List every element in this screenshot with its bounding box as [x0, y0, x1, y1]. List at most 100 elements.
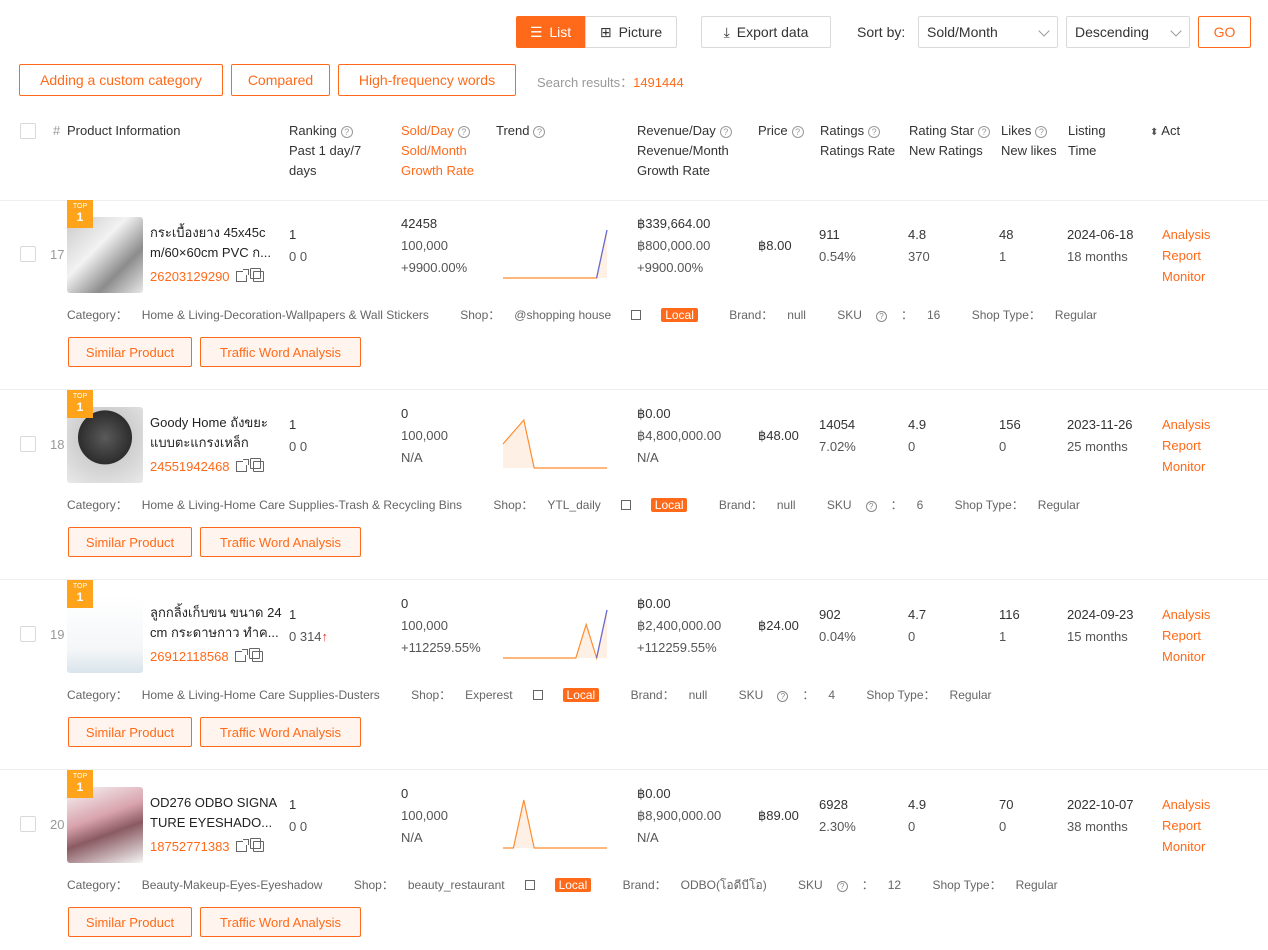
product-row: 19 TOP 1 ลูกกลิ้งเก็บขน ขนาด 24 cm กระดา…	[0, 580, 1268, 770]
sku-label: SKU	[738, 688, 764, 702]
external-link-icon[interactable]	[620, 500, 631, 510]
product-name[interactable]: Goody Home ถังขยะแบบตะแกรงเหล็ก ไม่มี...	[150, 415, 268, 450]
revenue-header[interactable]: Revenue/Day? Revenue/Month Growth Rate	[637, 121, 732, 181]
compared-button[interactable]: Compared	[231, 64, 330, 96]
price-cell: ฿8.00	[758, 238, 792, 253]
analysis-link[interactable]: Analysis	[1162, 417, 1211, 432]
ranking-week: 0 0	[289, 436, 307, 458]
shop-type-value: Regular	[1054, 308, 1097, 322]
shop-name[interactable]: @shopping house	[514, 308, 612, 322]
external-link-icon[interactable]	[234, 649, 248, 662]
traffic-word-analysis-button[interactable]: Traffic Word Analysis	[200, 527, 361, 557]
product-name[interactable]: กระเบื้องยาง 45x45c m/60×60cm PVC ก...	[150, 225, 271, 260]
likes-header[interactable]: Likes? New likes	[1001, 121, 1057, 161]
revenue-growth: N/A	[637, 450, 659, 465]
shop-name[interactable]: YTL_daily	[547, 498, 601, 512]
row-checkbox[interactable]	[20, 246, 36, 262]
external-link-icon[interactable]	[235, 459, 249, 472]
monitor-link[interactable]: Monitor	[1162, 459, 1206, 474]
rating-star: 4.7	[908, 607, 927, 622]
monitor-link[interactable]: Monitor	[1162, 269, 1206, 284]
shop-name[interactable]: beauty_restaurant	[407, 878, 505, 892]
external-link-icon[interactable]	[532, 690, 543, 700]
ratings-header[interactable]: Ratings? Ratings Rate	[820, 121, 895, 161]
search-results: Search results：1491444	[537, 72, 684, 91]
new-likes: 0	[999, 819, 1007, 834]
brand-label: Brand：	[622, 878, 667, 892]
likes-header-line1: Likes	[1001, 123, 1032, 138]
row-checkbox[interactable]	[20, 626, 36, 642]
product-image[interactable]	[67, 787, 143, 863]
ratings-cell: 14054 7.02%	[819, 414, 856, 458]
sold-header[interactable]: Sold/Day? Sold/Month Growth Rate	[401, 121, 474, 181]
product-name[interactable]: ลูกกลิ้งเก็บขน ขนาด 24 cm กระดาษกาว ทำค.…	[150, 605, 282, 640]
report-link[interactable]: Report	[1162, 438, 1202, 453]
similar-product-button[interactable]: Similar Product	[68, 527, 192, 557]
likes-cell: 116 1	[999, 604, 1020, 648]
similar-product-button[interactable]: Similar Product	[68, 717, 192, 747]
custom-category-button[interactable]: Adding a custom category	[19, 64, 223, 96]
go-button[interactable]: GO	[1198, 16, 1251, 48]
sort-arrows-icon[interactable]: ⬍	[1150, 127, 1159, 138]
shop-name[interactable]: Experest	[465, 688, 513, 702]
product-image[interactable]	[67, 217, 143, 293]
product-name[interactable]: OD276 ODBO SIGNA TURE EYESHADO...	[150, 795, 277, 830]
analysis-link[interactable]: Analysis	[1162, 607, 1211, 622]
list-view-button[interactable]: ☰ List	[516, 16, 585, 48]
external-link-icon[interactable]	[235, 269, 249, 282]
product-id-link[interactable]: 26203129290	[150, 269, 230, 284]
report-link[interactable]: Report	[1162, 818, 1202, 833]
copy-icon[interactable]	[249, 838, 264, 852]
row-checkbox[interactable]	[20, 436, 36, 452]
picture-view-button[interactable]: ⊞ Picture	[585, 16, 677, 48]
ranking-header-line3: days	[289, 163, 317, 178]
row-checkbox[interactable]	[20, 816, 36, 832]
monitor-link[interactable]: Monitor	[1162, 649, 1206, 664]
external-link-icon[interactable]	[524, 880, 535, 890]
traffic-word-analysis-button[interactable]: Traffic Word Analysis	[200, 717, 361, 747]
select-all-checkbox[interactable]	[20, 123, 36, 139]
report-link[interactable]: Report	[1162, 628, 1202, 643]
traffic-word-analysis-button[interactable]: Traffic Word Analysis	[200, 337, 361, 367]
shop-type-label: Shop Type：	[866, 688, 936, 702]
external-link-icon[interactable]	[631, 310, 642, 320]
rating-star-cell: 4.9 0	[908, 414, 926, 458]
analysis-link[interactable]: Analysis	[1162, 227, 1211, 242]
monitor-link[interactable]: Monitor	[1162, 839, 1206, 854]
similar-product-button[interactable]: Similar Product	[68, 907, 192, 937]
high-frequency-words-button[interactable]: High-frequency words	[338, 64, 516, 96]
product-row: 20 TOP 1 OD276 ODBO SIGNA TURE EYESHADO.…	[0, 770, 1268, 950]
sold-day: 0	[401, 786, 409, 801]
similar-product-button[interactable]: Similar Product	[68, 337, 192, 367]
sort-by-label: Sort by:	[857, 24, 906, 40]
analysis-link[interactable]: Analysis	[1162, 797, 1211, 812]
report-link[interactable]: Report	[1162, 248, 1202, 263]
ranking-header[interactable]: Ranking? Past 1 day/7 days	[289, 121, 361, 181]
product-image[interactable]	[67, 407, 143, 483]
sold-day: 42458	[401, 216, 438, 231]
product-id-link[interactable]: 26912118568	[150, 649, 229, 664]
top-badge-rank: 1	[76, 780, 84, 794]
product-image[interactable]	[67, 597, 143, 673]
export-data-button[interactable]: ⤓ Export data	[701, 16, 831, 48]
brand-label: Brand：	[630, 688, 675, 702]
product-id: 18752771383	[150, 838, 264, 854]
rating-star-header[interactable]: Rating Star? New Ratings	[909, 121, 991, 161]
product-row: 18 TOP 1 Goody Home ถังขยะแบบตะแกรงเหล็ก…	[0, 390, 1268, 580]
sort-order-select[interactable]: Descending	[1066, 16, 1190, 48]
trend-sparkline	[503, 229, 608, 279]
help-icon: ?	[865, 501, 877, 512]
price-header[interactable]: Price?	[758, 121, 804, 141]
sort-field-select[interactable]: Sold/Month	[918, 16, 1058, 48]
copy-icon[interactable]	[249, 268, 264, 282]
brand-label: Brand：	[729, 308, 774, 322]
traffic-word-analysis-button[interactable]: Traffic Word Analysis	[200, 907, 361, 937]
external-link-icon[interactable]	[235, 839, 249, 852]
copy-icon[interactable]	[249, 458, 264, 472]
shop-type-label: Shop Type：	[932, 878, 1002, 892]
listing-time-header[interactable]: Listing Time	[1068, 121, 1106, 161]
product-id-link[interactable]: 18752771383	[150, 839, 230, 854]
likes-header-line2: New likes	[1001, 143, 1057, 158]
product-id-link[interactable]: 24551942468	[150, 459, 230, 474]
copy-icon[interactable]	[248, 648, 263, 662]
